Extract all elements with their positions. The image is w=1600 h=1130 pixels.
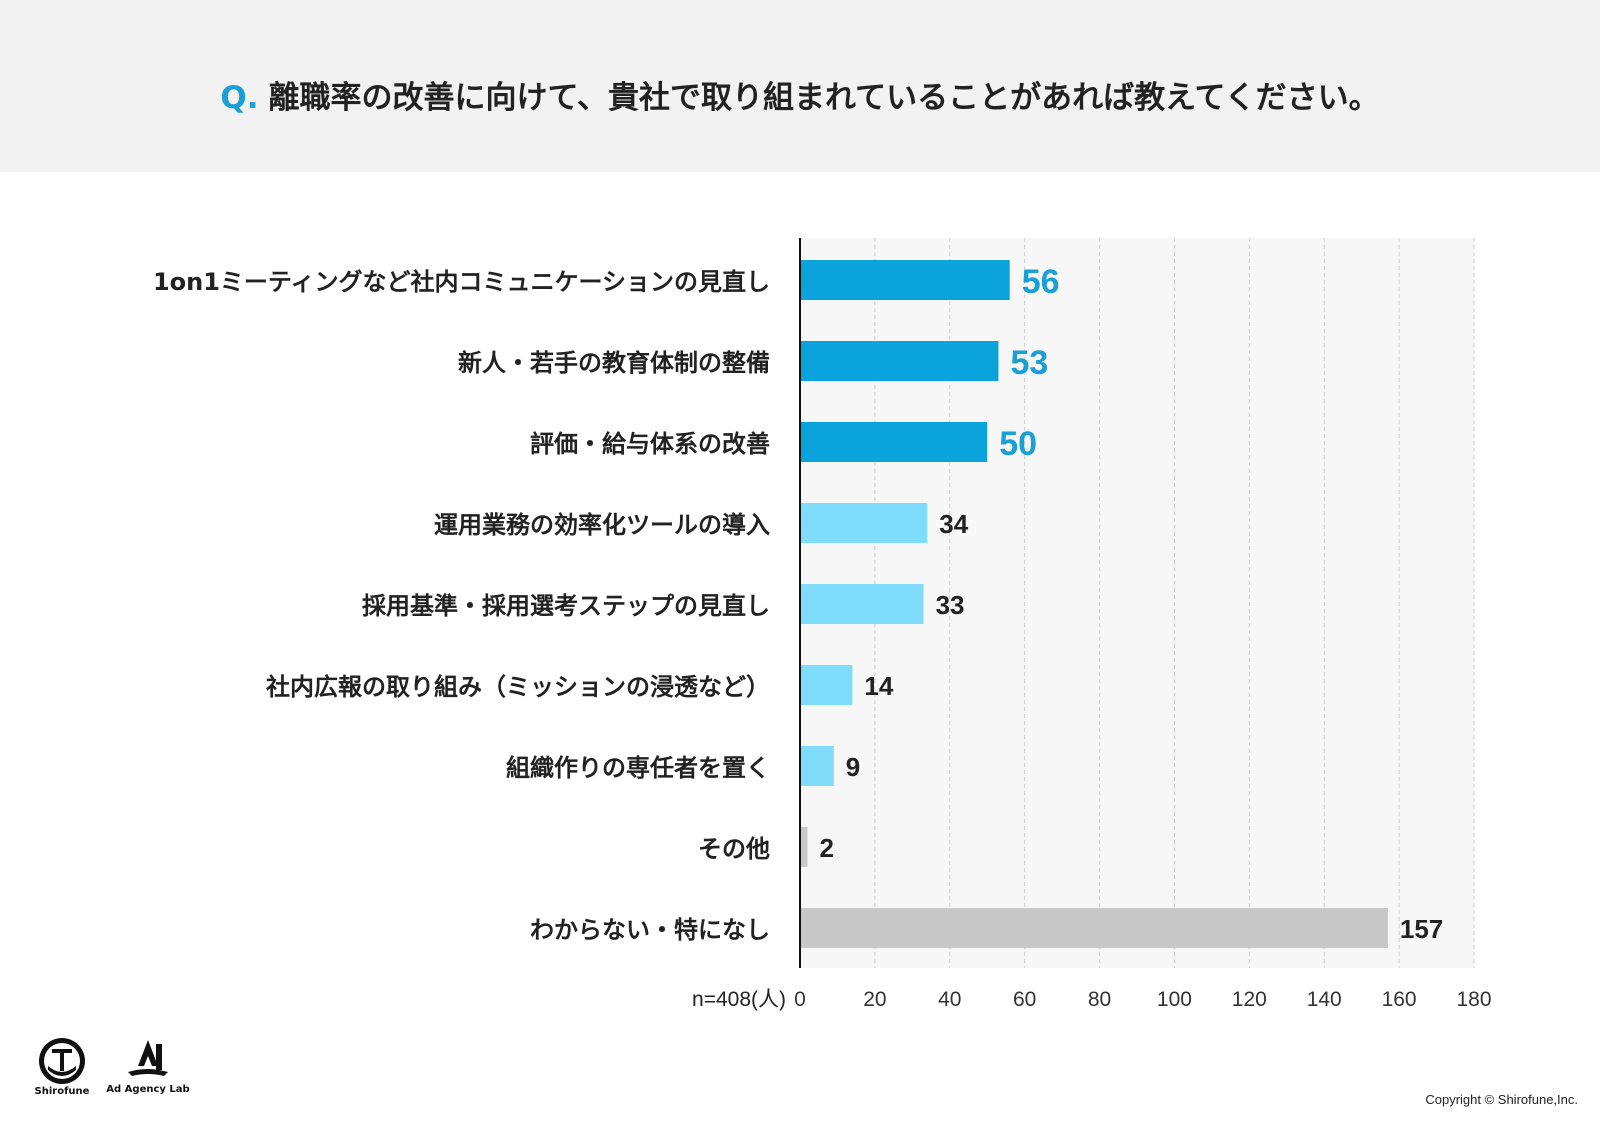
category-label-1: 新人・若手の教育体制の整備 xyxy=(458,349,770,377)
ad-agency-lab-logo: Ad Agency Lab xyxy=(106,1036,190,1095)
value-label-1: 53 xyxy=(1010,344,1048,382)
category-label-4: 採用基準・採用選考ステップの見直し xyxy=(362,592,770,620)
x-tick-label-60: 60 xyxy=(1013,988,1036,1011)
value-label-7: 2 xyxy=(819,833,833,863)
question-prefix: Q. xyxy=(220,80,259,116)
value-label-2: 50 xyxy=(999,425,1037,463)
value-label-3: 34 xyxy=(939,509,968,539)
ad-agency-lab-logo-icon xyxy=(128,1040,168,1076)
bar-2 xyxy=(800,422,988,462)
x-tick-label-20: 20 xyxy=(863,988,886,1011)
x-tick-label-160: 160 xyxy=(1382,988,1417,1011)
value-label-5: 14 xyxy=(864,671,893,701)
x-tick-label-180: 180 xyxy=(1456,988,1491,1011)
sample-size-label: n=408(人) xyxy=(692,988,786,1011)
question-title: Q. 離職率の改善に向けて、貴社で取り組まれていることがあれば教えてください。 xyxy=(0,72,1600,117)
question-text: 離職率の改善に向けて、貴社で取り組まれていることがあれば教えてください。 xyxy=(268,80,1380,116)
bar-0 xyxy=(800,260,1010,300)
bar-5 xyxy=(800,665,853,705)
bar-1 xyxy=(800,341,999,381)
x-tick-label-40: 40 xyxy=(938,988,961,1011)
copyright: Copyright © Shirofune,Inc. xyxy=(1425,1092,1578,1107)
bar-7 xyxy=(800,827,808,867)
category-label-2: 評価・給与体系の改善 xyxy=(530,430,770,458)
x-tick-label-140: 140 xyxy=(1307,988,1342,1011)
shirofune-logo-icon xyxy=(39,1038,85,1084)
category-label-8: わからない・特になし xyxy=(530,916,770,944)
value-label-0: 56 xyxy=(1022,263,1060,301)
x-tick-label-100: 100 xyxy=(1157,988,1192,1011)
value-label-4: 33 xyxy=(936,590,965,620)
value-label-6: 9 xyxy=(846,752,860,782)
x-tick-label-0: 0 xyxy=(794,988,806,1011)
category-label-6: 組織作りの専任者を置く xyxy=(506,754,770,782)
x-tick-label-120: 120 xyxy=(1232,988,1267,1011)
shirofune-logo: Shirofune xyxy=(30,1036,94,1097)
category-label-7: その他 xyxy=(698,835,770,863)
value-label-8: 157 xyxy=(1400,914,1443,944)
header-band xyxy=(0,0,1600,172)
bar-8 xyxy=(800,908,1388,948)
category-label-0: 1on1ミーティングなど社内コミュニケーションの見直し xyxy=(153,268,770,296)
bar-3 xyxy=(800,503,928,543)
category-label-3: 運用業務の効率化ツールの導入 xyxy=(434,511,770,539)
x-tick-label-80: 80 xyxy=(1088,988,1111,1011)
bar-4 xyxy=(800,584,924,624)
bar-6 xyxy=(800,746,834,786)
ad-agency-lab-logo-text: Ad Agency Lab xyxy=(106,1084,190,1095)
category-label-5: 社内広報の取り組み（ミッションの浸透など） xyxy=(266,673,770,701)
shirofune-logo-text: Shirofune xyxy=(34,1086,90,1097)
